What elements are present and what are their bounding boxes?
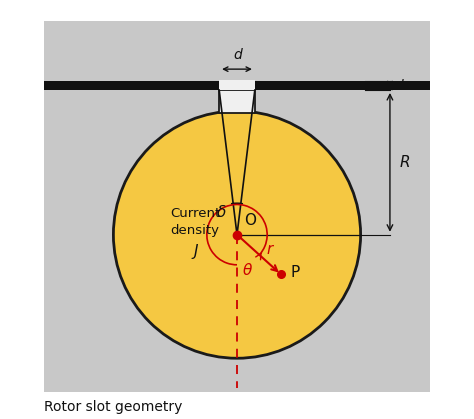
Text: $R$: $R$ bbox=[399, 154, 410, 171]
Text: density: density bbox=[171, 224, 219, 237]
Text: P: P bbox=[290, 265, 300, 280]
Bar bbox=[44, 21, 430, 392]
Circle shape bbox=[113, 111, 361, 358]
Bar bbox=[219, 90, 255, 113]
Text: $\delta$: $\delta$ bbox=[216, 204, 227, 220]
Text: O: O bbox=[244, 213, 255, 228]
Text: $r$: $r$ bbox=[266, 242, 275, 257]
Text: Current: Current bbox=[170, 207, 220, 220]
Text: $h$: $h$ bbox=[399, 78, 409, 93]
Text: $\theta$: $\theta$ bbox=[242, 262, 253, 278]
Bar bbox=[219, 80, 255, 90]
Text: Rotor slot geometry: Rotor slot geometry bbox=[44, 400, 182, 414]
Text: $J$: $J$ bbox=[191, 242, 200, 261]
Text: $d$: $d$ bbox=[233, 47, 244, 62]
Bar bbox=[44, 81, 430, 90]
